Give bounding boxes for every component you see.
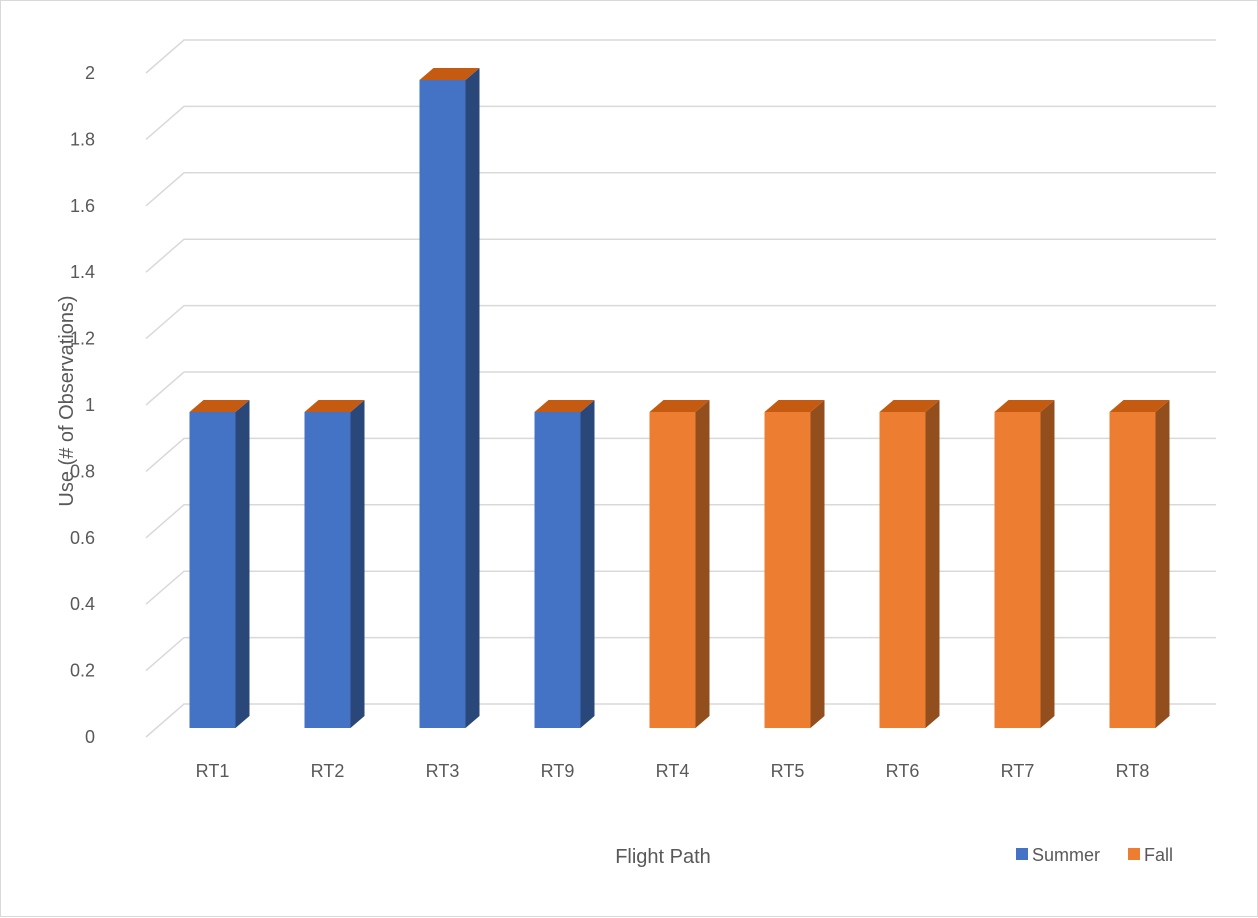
bar-side: [1155, 400, 1170, 728]
y-tick-label: 2: [85, 63, 95, 83]
y-tick-label: 1.4: [70, 262, 95, 282]
bar-summer-rt3: [419, 68, 480, 728]
y-tick-label: 1.6: [70, 196, 95, 216]
y-axis-title: Use (# of Observations): [56, 295, 78, 506]
bar-side: [925, 400, 940, 728]
bar-summer-rt9: [534, 400, 595, 728]
bar-top: [764, 400, 825, 412]
gridline: [145, 172, 1216, 207]
bar-front: [304, 412, 351, 728]
bar-fall-rt5: [764, 400, 825, 728]
bar-top: [1109, 400, 1170, 412]
bar-front: [1109, 412, 1156, 728]
x-tick-label: RT9: [541, 761, 575, 781]
legend-label-summer: Summer: [1032, 845, 1100, 865]
bar-fall-rt7: [994, 400, 1055, 728]
bar-top: [534, 400, 595, 412]
y-tick-label: 0.2: [70, 661, 95, 681]
gridline: [145, 504, 1216, 539]
bar-side: [810, 400, 825, 728]
y-tick-label: 1.8: [70, 129, 95, 149]
y-tick-label: 1.2: [70, 329, 95, 349]
bar-top: [994, 400, 1055, 412]
y-tick-label: 0: [85, 727, 95, 747]
bar-front: [994, 412, 1041, 728]
bar-front: [649, 412, 696, 728]
legend: Summer Fall: [1016, 845, 1173, 865]
x-tick-label: RT8: [1116, 761, 1150, 781]
x-axis-ticks: RT1 RT2 RT3 RT9 RT4 RT5 RT6 RT7 RT8: [196, 761, 1150, 781]
gridline: [145, 39, 1216, 74]
bar-front: [189, 412, 236, 728]
x-tick-label: RT2: [311, 761, 345, 781]
legend-label-fall: Fall: [1144, 845, 1173, 865]
bars: [189, 68, 1170, 728]
bar-side: [1040, 400, 1055, 728]
y-tick-label: 0.4: [70, 594, 95, 614]
gridline: [145, 238, 1216, 273]
x-tick-label: RT6: [886, 761, 920, 781]
x-tick-label: RT3: [426, 761, 460, 781]
gridline: [145, 703, 1216, 738]
legend-swatch-fall: [1128, 848, 1140, 860]
gridline: [145, 105, 1216, 140]
bar-fall-rt4: [649, 400, 710, 728]
gridline: [145, 636, 1216, 672]
bar-fall-rt8: [1109, 400, 1170, 728]
bar-front: [764, 412, 811, 728]
bar-front: [534, 412, 581, 728]
bar-top: [419, 68, 480, 80]
gridline: [145, 570, 1216, 605]
gridline: [145, 437, 1216, 472]
bar-top: [304, 400, 365, 412]
gridline: [145, 304, 1216, 340]
x-tick-label: RT1: [196, 761, 230, 781]
x-tick-label: RT7: [1001, 761, 1035, 781]
bar-fall-rt6: [879, 400, 940, 728]
bar-top: [649, 400, 710, 412]
x-tick-label: RT4: [656, 761, 690, 781]
y-tick-label: 1: [85, 395, 95, 415]
bar-front: [879, 412, 926, 728]
bar-top: [189, 400, 250, 412]
y-tick-label: 0.6: [70, 528, 95, 548]
bar-top: [879, 400, 940, 412]
bar-side: [580, 400, 595, 728]
legend-swatch-summer: [1016, 848, 1028, 860]
bar-side: [695, 400, 710, 728]
bar-front: [419, 80, 466, 728]
x-axis-title: Flight Path: [615, 846, 711, 868]
bar-summer-rt2: [304, 400, 365, 728]
bar-side: [350, 400, 365, 728]
x-tick-label: RT5: [771, 761, 805, 781]
gridlines: [145, 39, 1216, 738]
gridline: [145, 371, 1216, 406]
y-tick-label: 0.8: [70, 461, 95, 481]
bar-summer-rt1: [189, 400, 250, 728]
bar-side: [235, 400, 250, 728]
y-axis-ticks: 0 0.2 0.4 0.6 0.8 1 1.2 1.4 1.6 1.8 2: [70, 63, 95, 747]
bar-side: [465, 68, 480, 728]
